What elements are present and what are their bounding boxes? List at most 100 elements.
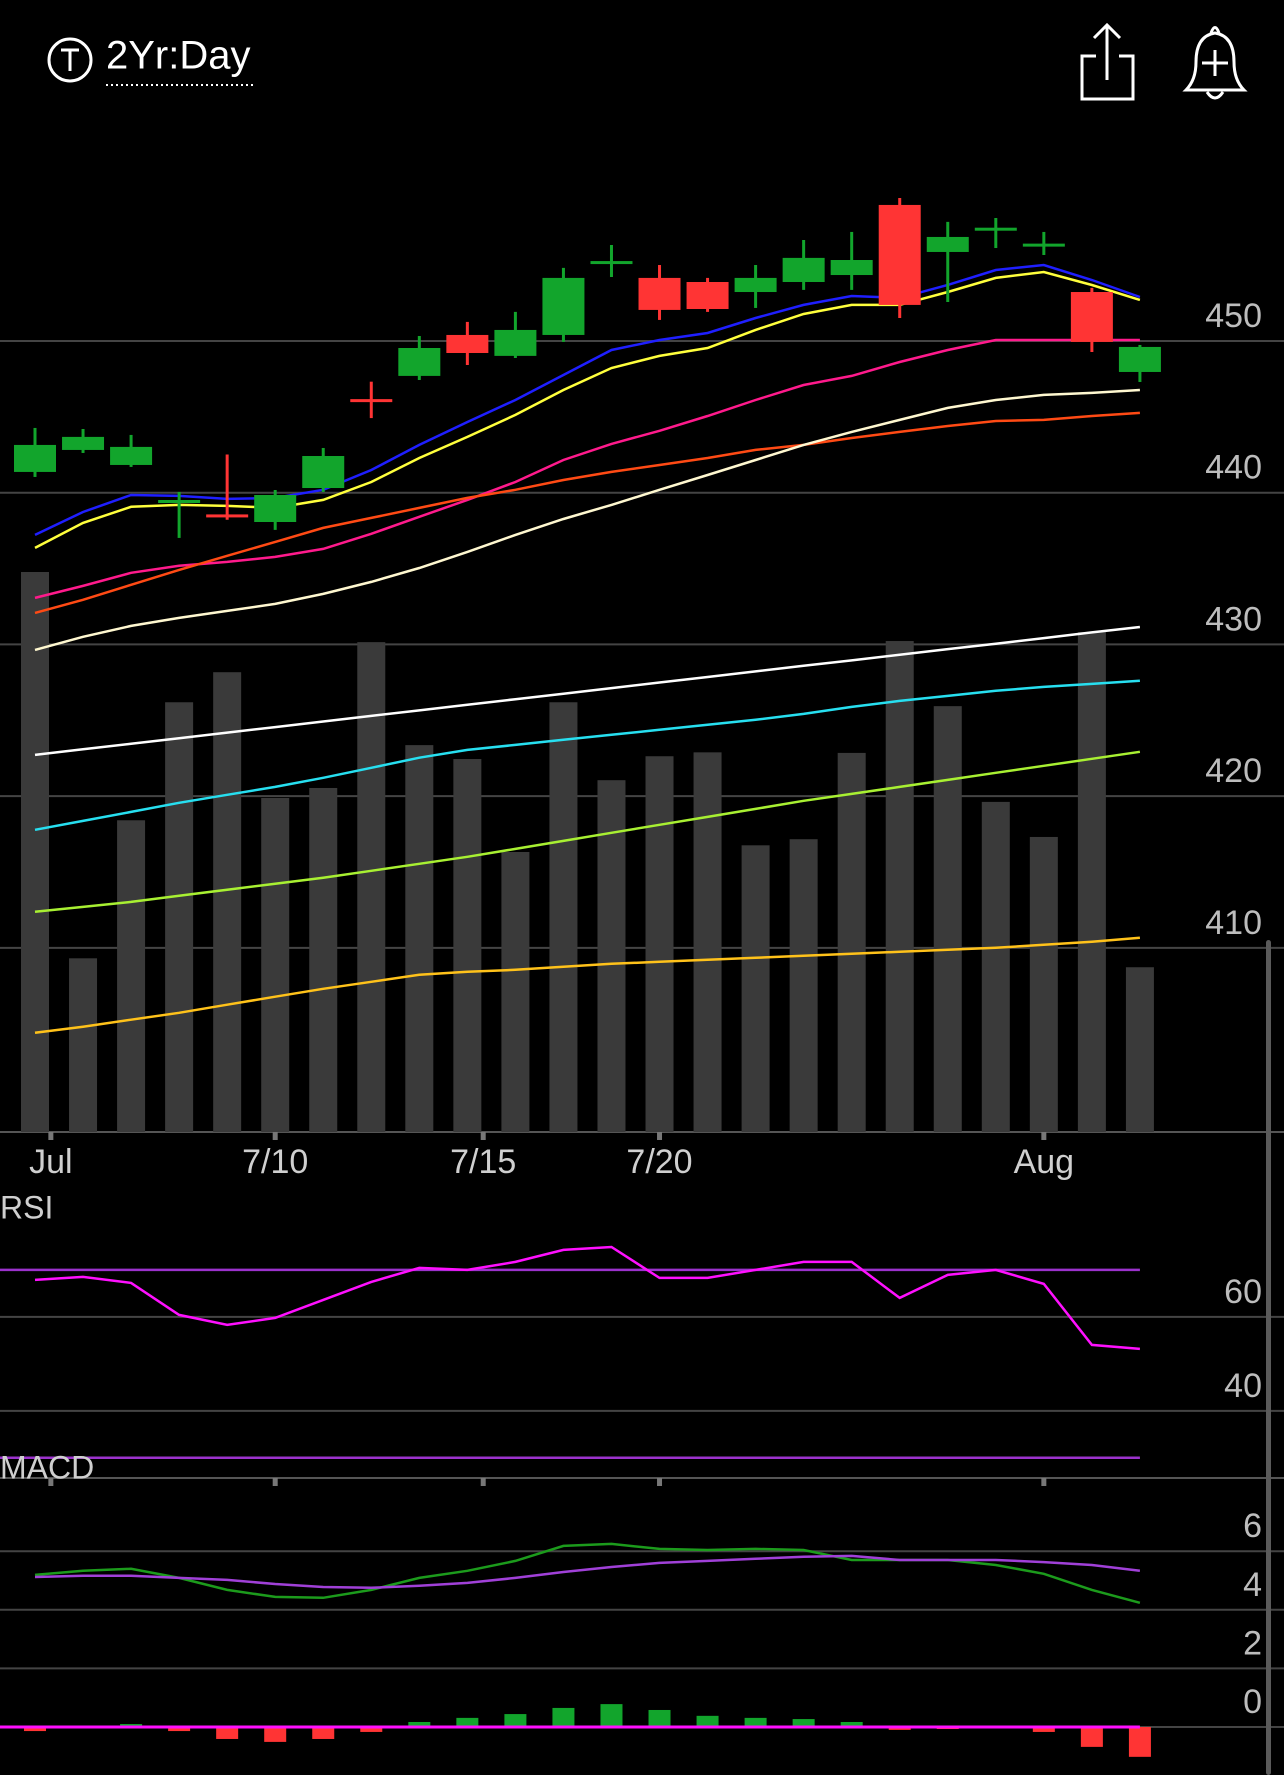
volume-bar: [21, 571, 49, 1132]
histogram-bar: [360, 1726, 383, 1732]
share-icon-box: [1080, 54, 1135, 101]
candle-body: [62, 436, 105, 450]
volume-bar: [453, 759, 482, 1132]
histogram-bar: [312, 1726, 335, 1739]
scrollbar[interactable]: [1266, 940, 1271, 1775]
candle-body: [1118, 346, 1161, 372]
header: 2Yr:Day: [47, 22, 1248, 101]
candle-body: [638, 277, 681, 310]
bell-icon-plus: [1202, 50, 1228, 76]
volume-bar: [357, 642, 386, 1132]
bell-icon: [1182, 31, 1248, 92]
ticker-icon[interactable]: [47, 37, 93, 83]
candle-body: [734, 277, 777, 293]
candle-body: [926, 236, 969, 252]
histogram-bar: [168, 1726, 191, 1732]
candle-body: [542, 277, 585, 335]
x-tick-label: 7/20: [626, 1143, 692, 1181]
volume-bar: [693, 752, 722, 1132]
indicator-line: [34, 388, 1140, 652]
volume-bar: [1125, 967, 1154, 1132]
candle-body: [446, 334, 489, 354]
y-tick-label: 2: [1243, 1624, 1262, 1662]
y-tick-label: 420: [1205, 752, 1262, 790]
volume-bar: [1077, 632, 1106, 1132]
ticker-icon-circle: [47, 37, 93, 83]
histogram-bar: [744, 1717, 767, 1727]
histogram-bar: [264, 1726, 287, 1742]
volume-bar: [165, 702, 194, 1132]
candle-body: [830, 260, 873, 276]
histogram-bar: [648, 1709, 671, 1727]
histogram-bar: [408, 1721, 431, 1727]
volume-bar: [597, 780, 626, 1132]
histogram-bar: [696, 1715, 719, 1727]
timeframe-label[interactable]: 2Yr:Day: [106, 34, 251, 78]
candle-body: [974, 227, 1017, 231]
y-tick-label: 440: [1205, 449, 1262, 487]
candle-body: [1070, 292, 1113, 342]
indicator-line: [34, 263, 1141, 537]
histogram-bar: [600, 1704, 623, 1727]
histogram-bar: [1128, 1726, 1151, 1757]
indicator-line: [34, 1554, 1141, 1590]
indicator-line: [34, 411, 1140, 615]
candle-body: [350, 399, 393, 403]
volume-bar: [789, 839, 818, 1132]
histogram-bar: [552, 1707, 575, 1727]
panel-title: MACD: [0, 1449, 94, 1485]
volume-bar: [741, 845, 770, 1132]
candle-body: [590, 261, 633, 265]
volume-bar: [261, 798, 290, 1132]
candle-body: [206, 514, 249, 518]
histogram-bar: [24, 1726, 46, 1732]
y-tick-label: 6: [1243, 1507, 1262, 1545]
histogram-bar: [840, 1721, 863, 1727]
bell-icon-top: [1205, 26, 1225, 100]
histogram-bar: [504, 1714, 527, 1727]
indicator-line: [34, 679, 1140, 832]
candle-body: [686, 282, 729, 310]
histogram-bar: [1032, 1726, 1055, 1732]
x-tick-label: 7/10: [242, 1143, 308, 1181]
candle-body: [878, 204, 921, 305]
candle-body: [254, 494, 297, 523]
candle-body: [158, 500, 201, 504]
volume-bar: [981, 801, 1010, 1132]
volume-bar: [501, 851, 530, 1132]
volume-bar: [309, 787, 338, 1132]
indicator-line: [34, 625, 1141, 757]
candle-body: [302, 456, 345, 489]
histogram-bar: [216, 1726, 239, 1739]
x-tick-label: 7/15: [450, 1143, 516, 1181]
histogram-bar: [456, 1717, 479, 1727]
candle-body: [398, 347, 441, 376]
candle-body: [782, 257, 825, 283]
volume-bar: [645, 756, 674, 1132]
candle-body: [1022, 243, 1065, 247]
indicator-line: [34, 750, 1141, 913]
candle-body: [494, 329, 537, 356]
indicator-line: [34, 1245, 1141, 1351]
volume-bar: [1029, 836, 1058, 1132]
volume-bar: [837, 752, 866, 1132]
y-tick-label: 60: [1224, 1273, 1262, 1311]
candle-body: [110, 446, 153, 465]
panel-title: RSI: [0, 1189, 53, 1225]
indicator-line: [34, 270, 1141, 550]
y-tick-label: 40: [1224, 1367, 1262, 1405]
x-tick-label: Jul: [29, 1143, 72, 1181]
y-tick-label: 450: [1205, 297, 1262, 335]
share-button[interactable]: [1080, 22, 1135, 101]
volume-bar: [213, 672, 242, 1132]
histogram-bar: [792, 1719, 815, 1727]
share-icon-arrow: [1092, 22, 1122, 80]
candle-body: [14, 444, 56, 472]
alert-button[interactable]: [1182, 26, 1248, 100]
volume-bar: [69, 958, 98, 1132]
ticker-icon-glyph: [61, 48, 79, 71]
indicator-line: [34, 338, 1140, 600]
volume-bar: [405, 745, 434, 1132]
